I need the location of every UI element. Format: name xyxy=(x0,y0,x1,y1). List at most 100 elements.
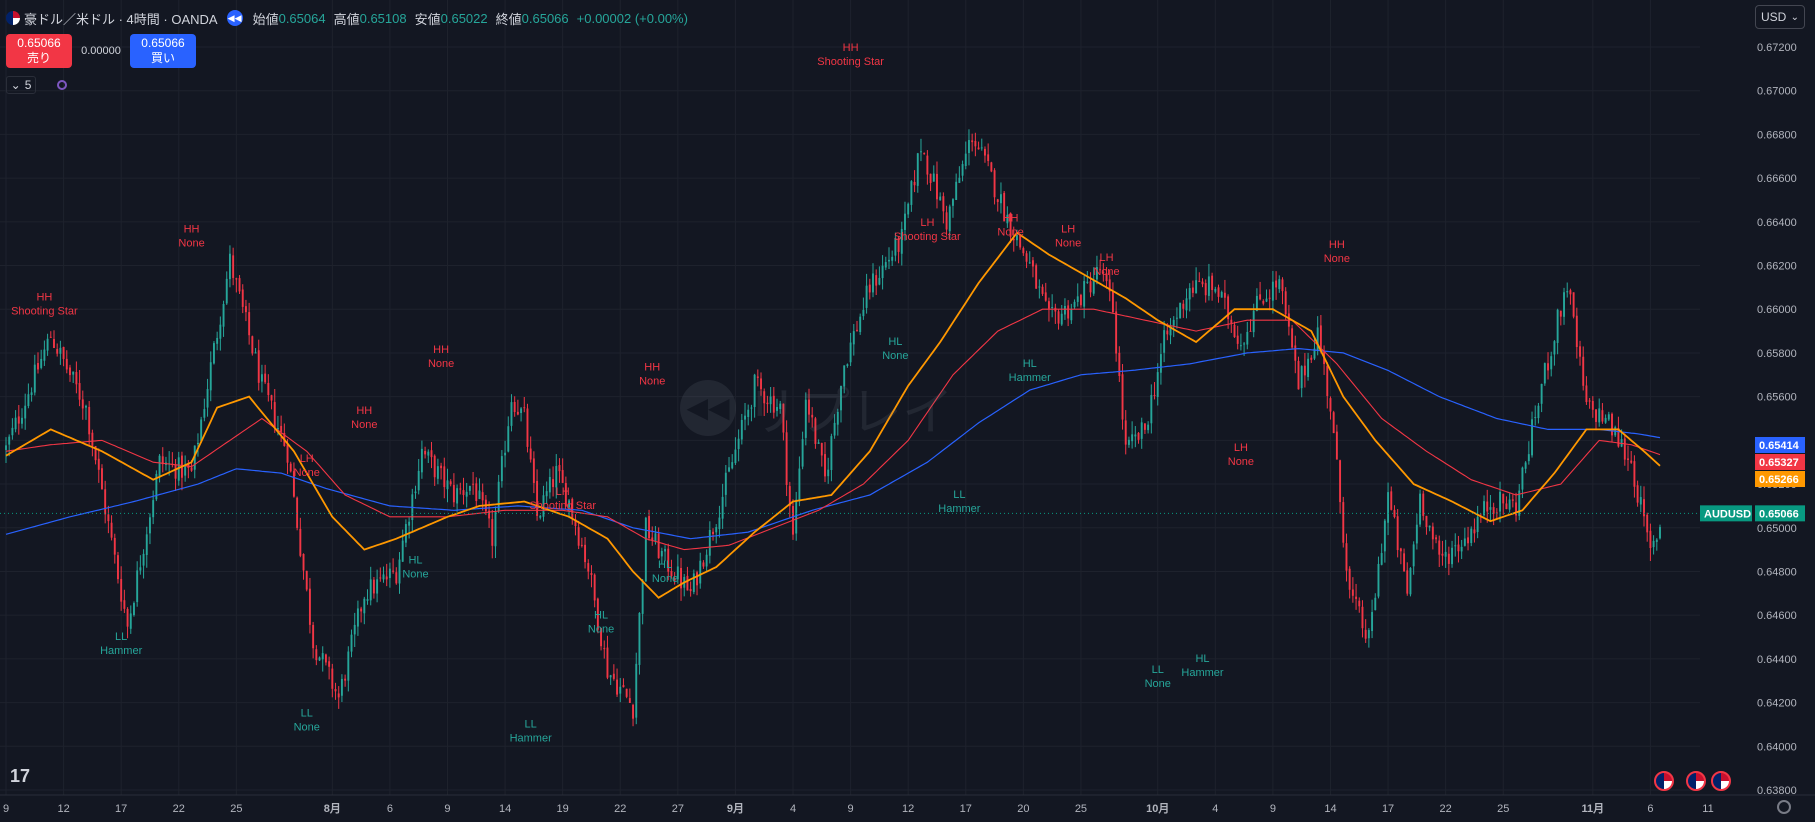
candle-body xyxy=(1015,235,1018,241)
pattern-swing-label: LH xyxy=(300,453,314,465)
candle-body xyxy=(420,448,423,473)
pattern-label: LH Shooting Star xyxy=(529,486,596,512)
candle-body xyxy=(1572,292,1575,317)
candle xyxy=(1547,352,1549,380)
candle-body xyxy=(1070,309,1073,321)
candle-body xyxy=(340,678,343,696)
candle xyxy=(1393,505,1396,519)
pattern-label: LL None xyxy=(294,708,320,734)
candle-body xyxy=(1303,365,1306,376)
candle-body xyxy=(836,411,839,425)
pattern-label: LL None xyxy=(1145,664,1171,690)
candle xyxy=(1233,321,1236,338)
candle xyxy=(1361,600,1364,638)
candle xyxy=(814,416,817,449)
candle xyxy=(1073,299,1076,310)
candle-body xyxy=(478,490,481,499)
candle-body xyxy=(104,489,107,515)
pattern-candle-label: None xyxy=(1055,238,1081,250)
pattern-label: HL None xyxy=(882,336,908,362)
price-label-value: 0.65327 xyxy=(1759,457,1799,469)
candle xyxy=(1319,314,1322,354)
candle xyxy=(859,313,862,335)
candle-body xyxy=(1636,485,1639,503)
candle-body xyxy=(555,466,558,488)
candle xyxy=(414,485,417,499)
candle xyxy=(241,284,244,314)
candle-body xyxy=(1627,458,1629,460)
candle-body xyxy=(536,480,539,516)
candle xyxy=(961,160,964,182)
candle xyxy=(1198,272,1201,283)
candle-body xyxy=(190,467,193,471)
candle-body xyxy=(1067,305,1070,319)
candle-body xyxy=(1127,439,1130,445)
candle-body xyxy=(1486,501,1489,512)
candle-body xyxy=(1195,280,1198,294)
candle xyxy=(459,482,462,495)
buy-button[interactable]: 0.65066 買い xyxy=(130,34,196,68)
pattern-swing-label: HL xyxy=(594,609,608,621)
aud-event-flag-icon[interactable] xyxy=(1711,771,1731,791)
candle-body xyxy=(676,566,679,580)
candle xyxy=(1390,486,1393,511)
candle-body xyxy=(404,524,407,543)
time-tick-label: 11 xyxy=(1702,803,1713,815)
candle-body xyxy=(1150,395,1153,424)
candle xyxy=(1195,267,1198,294)
candle-body xyxy=(123,600,126,609)
candle xyxy=(1041,284,1044,296)
candle-body xyxy=(913,181,916,186)
candle-body xyxy=(638,613,641,665)
candle-body xyxy=(334,689,337,692)
candle-body xyxy=(1089,281,1092,293)
candle-body xyxy=(424,450,427,455)
aud-event-flag-icon[interactable] xyxy=(1654,771,1674,791)
usd-event-flag-icon[interactable] xyxy=(1686,771,1706,791)
candle xyxy=(308,577,311,634)
candle-body xyxy=(1156,372,1159,398)
candle-body xyxy=(69,367,71,376)
candle-body xyxy=(580,544,583,546)
candle xyxy=(1492,502,1495,526)
candle-body xyxy=(1163,330,1166,353)
candle xyxy=(353,612,356,648)
sell-button[interactable]: 0.65066 売り xyxy=(6,34,72,68)
candle xyxy=(174,459,177,491)
candle-body xyxy=(769,396,772,405)
symbol-title[interactable]: 豪ドル／米ドル · 4時間 · OANDA xyxy=(24,11,218,27)
replay-rewind-icon[interactable]: ◀◀ xyxy=(226,10,243,26)
candle-body xyxy=(1473,529,1476,534)
candle-body xyxy=(1502,493,1505,504)
candle-body xyxy=(1121,374,1124,420)
candle xyxy=(1588,397,1591,409)
candle-body xyxy=(49,336,52,338)
candle-body xyxy=(609,675,612,678)
candle xyxy=(1060,304,1063,326)
candle xyxy=(430,441,433,469)
candle-body xyxy=(747,409,750,418)
indicator-status-icon[interactable] xyxy=(57,80,67,90)
candle xyxy=(542,485,545,522)
candle xyxy=(1163,320,1166,363)
candle xyxy=(1467,526,1470,551)
indicators-toggle[interactable]: ⌄ 5 xyxy=(6,76,36,94)
candle xyxy=(1239,333,1242,351)
candle xyxy=(8,434,11,457)
currency-select[interactable]: USD ⌄ xyxy=(1755,5,1805,29)
settings-gear-icon[interactable] xyxy=(1777,800,1791,814)
candle-body xyxy=(1598,408,1601,423)
candle xyxy=(379,567,382,582)
candle xyxy=(942,192,945,224)
candle xyxy=(468,485,471,495)
candle-body xyxy=(1271,281,1274,301)
candle-body xyxy=(1319,325,1322,352)
candle-body xyxy=(46,338,49,351)
tradingview-logo[interactable]: 17 xyxy=(10,766,31,786)
candle-body xyxy=(817,442,820,444)
candle xyxy=(1265,289,1268,303)
low-value: 0.65022 xyxy=(440,10,488,26)
price-label: 0.65327 xyxy=(1755,454,1805,470)
candle xyxy=(955,173,958,201)
